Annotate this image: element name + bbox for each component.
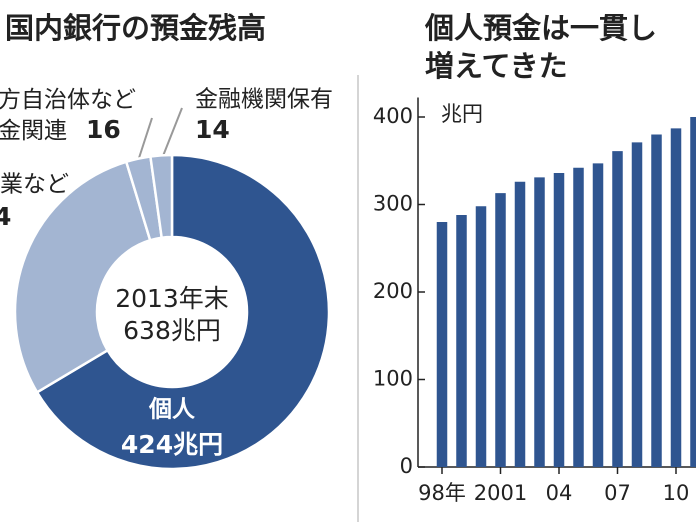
chart-title: 増えてきた — [425, 49, 568, 83]
value-label: 424兆円 — [121, 430, 223, 459]
bar — [495, 193, 506, 467]
category-label: 個人 — [148, 397, 196, 423]
y-tick-label: 0 — [400, 454, 413, 478]
bar — [514, 181, 526, 467]
bar — [592, 163, 604, 467]
x-tick-label: 98年 — [418, 481, 466, 505]
y-tick-label: 300 — [373, 192, 413, 216]
bar — [690, 117, 696, 467]
chart-title: 国内銀行の預金残高 — [5, 11, 266, 45]
y-tick-label: 400 — [373, 104, 413, 128]
x-tick-label: 04 — [546, 481, 573, 505]
bar — [651, 134, 662, 467]
bar — [670, 128, 682, 467]
leader-line — [162, 107, 183, 157]
bar — [631, 142, 643, 467]
bar — [553, 173, 565, 467]
bar — [534, 177, 545, 467]
value-label: 4 — [0, 202, 11, 231]
category-label: 方自治体など金関連 — [0, 87, 136, 144]
bar — [612, 151, 623, 467]
value-label: 16 — [86, 115, 121, 144]
x-tick-label: 2001 — [474, 481, 527, 505]
donut-segment — [13, 160, 152, 394]
x-tick-label: 07 — [604, 481, 631, 505]
y-tick-label: 200 — [373, 279, 413, 303]
y-tick-label: 100 — [373, 367, 413, 391]
category-label: 金融機関保有 — [195, 87, 333, 113]
bar — [573, 167, 584, 467]
leader-line — [138, 117, 153, 159]
donut-segment — [149, 153, 174, 240]
value-label: 14 — [195, 115, 230, 144]
bar — [436, 222, 448, 467]
bar — [475, 206, 487, 467]
center-label: 638兆円 — [123, 316, 221, 345]
x-tick-label: 10 — [663, 481, 690, 505]
chart-title: 個人預金は一貫し — [424, 11, 657, 45]
donut-segment — [35, 153, 331, 471]
bar — [456, 215, 467, 467]
y-unit: 兆円 — [441, 102, 483, 126]
category-label: 業など — [0, 172, 69, 198]
center-label: 2013年末 — [115, 284, 229, 313]
